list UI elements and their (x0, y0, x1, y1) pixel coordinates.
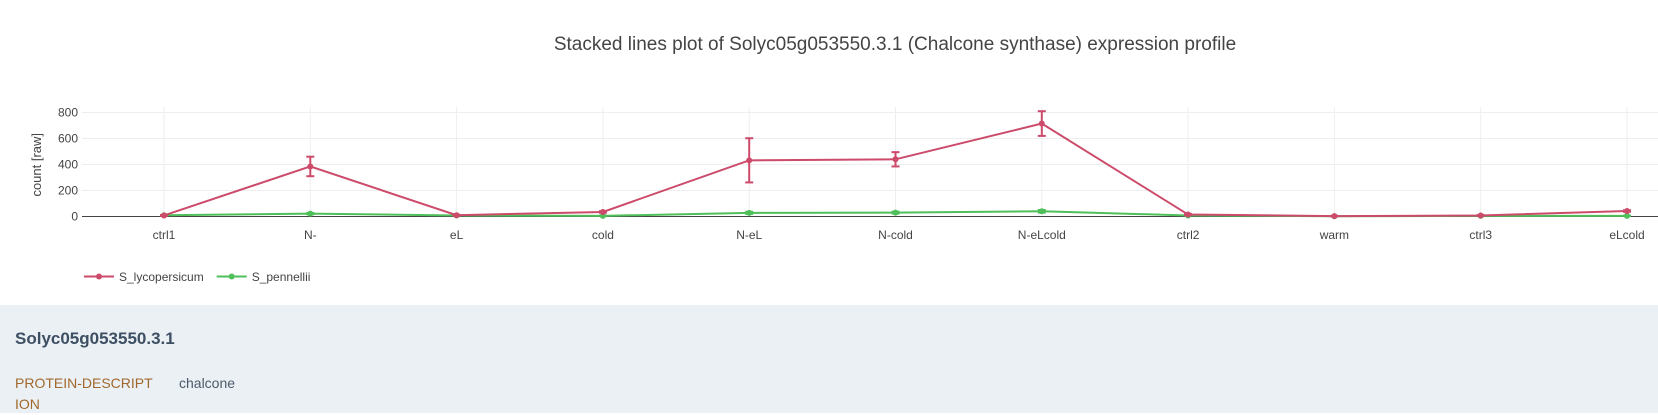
chart-title: Stacked lines plot of Solyc05g053550.3.1… (554, 34, 1236, 55)
property-value: chalcone (179, 375, 236, 391)
data-point-s-lycopersicum (1331, 213, 1338, 220)
data-point-s-lycopersicum (1624, 208, 1630, 215)
x-tick-label: cold (592, 228, 614, 242)
legend-marker-s-lycopersicum (96, 273, 102, 280)
x-tick-label: N-eLcold (1018, 228, 1066, 242)
y-tick-label: 600 (58, 132, 78, 146)
data-point-s-pennellii (892, 209, 899, 216)
data-point-s-pennellii (1038, 208, 1045, 215)
data-point-s-pennellii (746, 209, 753, 216)
data-point-s-pennellii (307, 210, 314, 217)
data-point-s-lycopersicum (746, 157, 753, 164)
property-key: PROTEIN-DESCRIPTION (15, 375, 153, 412)
x-tick-label: eL (450, 228, 464, 242)
y-tick-label: 800 (58, 106, 78, 120)
x-tick-label: ctrl3 (1469, 228, 1492, 242)
data-point-s-lycopersicum (1038, 120, 1045, 127)
legend-label-s-pennellii: S_pennellii (252, 270, 311, 284)
gene-info-panel: Solyc05g053550.3.1 PROTEIN-DESCRIPTION c… (0, 305, 1658, 413)
data-point-s-lycopersicum (599, 208, 606, 215)
property-row: PROTEIN-DESCRIPTION chalcone (15, 373, 235, 415)
x-tick-label: ctrl1 (153, 228, 176, 242)
data-point-s-pennellii (1624, 212, 1630, 219)
legend-marker-s-pennellii (228, 273, 235, 280)
x-tick-label: eLcold (1609, 228, 1644, 242)
x-tick-label: warm (1319, 228, 1349, 242)
data-point-s-lycopersicum (161, 212, 167, 219)
x-tick-label: N- (304, 228, 317, 242)
expression-chart: Stacked lines plot of Solyc05g053550.3.1… (29, 34, 1658, 284)
data-point-s-lycopersicum (307, 163, 314, 170)
legend-label-s-lycopersicum: S_lycopersicum (119, 270, 204, 284)
gene-id-heading: Solyc05g053550.3.1 (15, 329, 175, 348)
chart-area: Stacked lines plot of Solyc05g053550.3.1… (29, 34, 1658, 284)
y-tick-label: 0 (71, 210, 78, 224)
x-tick-label: N-eL (736, 228, 762, 242)
data-point-s-lycopersicum (1477, 212, 1484, 219)
data-point-s-lycopersicum (892, 156, 899, 163)
x-tick-label: ctrl2 (1177, 228, 1200, 242)
data-point-s-lycopersicum (1185, 211, 1192, 218)
data-point-s-lycopersicum (453, 212, 460, 219)
x-tick-label: N-cold (878, 228, 913, 242)
y-tick-label: 400 (58, 158, 78, 172)
y-tick-label: 200 (58, 184, 78, 198)
y-axis-title: count [raw] (29, 133, 44, 197)
